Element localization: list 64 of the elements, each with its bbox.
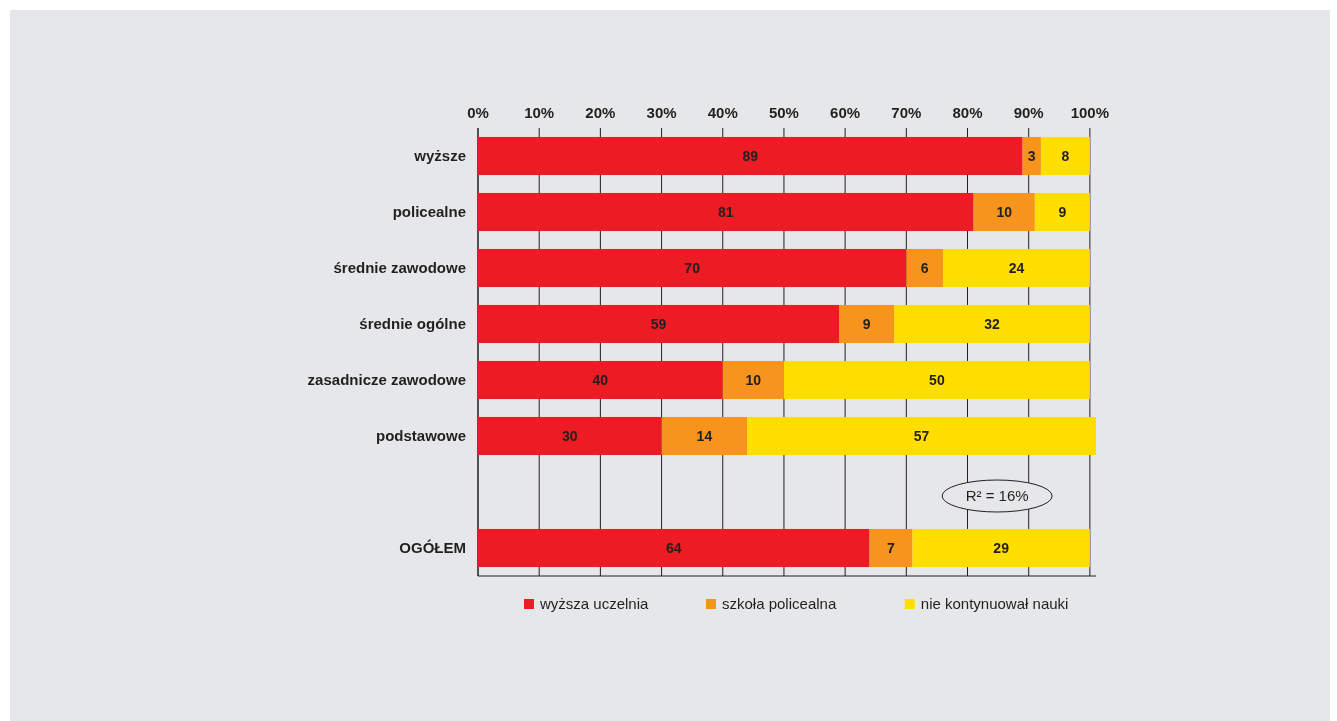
data-label: 14 (696, 427, 713, 444)
data-label: 50 (929, 371, 945, 388)
data-label: 6 (920, 259, 929, 276)
bar (478, 136, 1023, 176)
data-label: 29 (993, 539, 1010, 556)
data-label: 81 (718, 203, 734, 220)
data-label: 3 (1027, 147, 1036, 164)
bar (478, 528, 870, 568)
bar (478, 416, 662, 456)
data-label: 24 (1008, 259, 1025, 276)
data-label: 57 (913, 427, 930, 444)
data-label: 7 (887, 539, 896, 556)
x-tick-label: 10% (524, 104, 555, 121)
bar (747, 416, 1096, 456)
bar (783, 360, 1090, 400)
data-label: 10 (745, 371, 762, 388)
bar (478, 360, 723, 400)
x-tick-label: 40% (707, 104, 738, 121)
bar (906, 248, 944, 288)
x-tick-label: 90% (1013, 104, 1044, 121)
data-label: 30 (561, 427, 578, 444)
x-tick-label: 0% (467, 104, 489, 121)
bar (478, 304, 840, 344)
data-label: 32 (984, 315, 1000, 332)
annotation: R² = 16% (965, 487, 1029, 505)
bar (478, 248, 907, 288)
x-tick-label: 50% (768, 104, 799, 121)
y-tick-label: wyższe (413, 147, 466, 165)
bar (839, 304, 895, 344)
data-label: 10 (996, 203, 1013, 220)
legend-label: wyższa uczelnia (539, 595, 650, 613)
y-tick-label: policealne (392, 203, 466, 221)
y-tick-label: średnie ogólne (359, 315, 466, 333)
x-tick-label: 80% (952, 104, 983, 121)
bar (1040, 136, 1090, 176)
bar (869, 528, 913, 568)
bar (478, 192, 974, 232)
y-tick-label: zasadnicze zawodowe (307, 371, 466, 389)
bar (1034, 192, 1090, 232)
bar (912, 528, 1090, 568)
y-tick-label: OGÓŁEM (399, 539, 466, 557)
y-tick-label: średnie zawodowe (333, 259, 466, 277)
x-tick-label: 30% (646, 104, 677, 121)
bar (722, 360, 784, 400)
data-label: 40 (592, 371, 609, 388)
x-tick-label: 20% (585, 104, 616, 121)
legend-label: szkoła policealna (722, 595, 837, 613)
x-tick-label: 60% (830, 104, 861, 121)
bar (1022, 136, 1041, 176)
data-label: 89 (742, 147, 759, 164)
x-tick-label: 100% (1070, 104, 1110, 121)
bar (943, 248, 1090, 288)
data-label: 59 (650, 315, 667, 332)
data-label: 64 (666, 539, 682, 556)
legend-label: nie kontynuował nauki (920, 595, 1069, 613)
y-tick-label: podstawowe (375, 427, 466, 445)
bar (661, 416, 748, 456)
bar (894, 304, 1090, 344)
bar (973, 192, 1035, 232)
data-label: 70 (684, 259, 701, 276)
x-tick-label: 70% (891, 104, 922, 121)
data-label: 8 (1061, 147, 1070, 164)
data-label: 9 (862, 315, 871, 332)
data-label: 9 (1058, 203, 1067, 220)
